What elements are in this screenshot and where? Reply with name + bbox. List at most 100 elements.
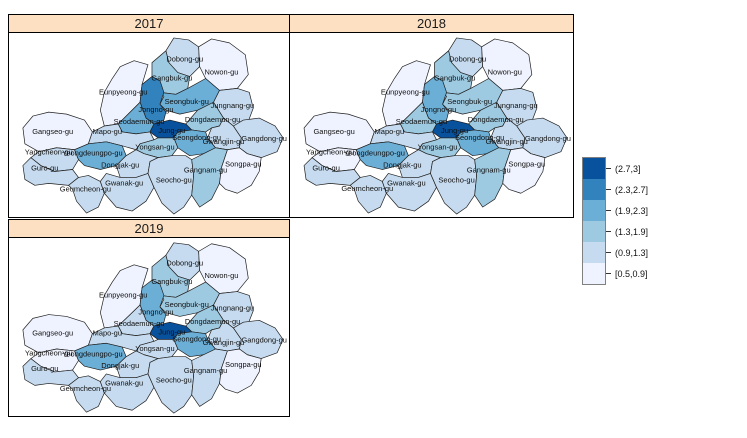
district-guro-gu	[22, 157, 79, 186]
district-songpa-gu	[219, 147, 262, 194]
legend-label: (2.3,2.7]	[615, 184, 649, 195]
district-label-gangbuk-gu: Gangbuk-gu	[434, 74, 475, 83]
district-label-eunpyeong-gu: Eunpyeong-gu	[99, 290, 147, 299]
district-label-jongno-gu: Jongno-gu	[138, 308, 173, 317]
district-geumcheon-gu	[349, 175, 387, 214]
district-label-dobong-gu: Dobong-gu	[449, 55, 486, 64]
legend-tick	[606, 252, 611, 253]
district-label-seongdong-gu: Seongdong-gu	[172, 133, 221, 142]
legend-swatch	[583, 221, 605, 242]
district-label-yangcheon-gu: Yangcheon-gu	[306, 148, 354, 157]
map-panel-2017: Dobong-gu Nowon-gu Gangbuk-gu Eunpyeong-gu S…	[8, 33, 290, 218]
district-label-jung-gu: Jung-gu	[158, 126, 185, 135]
district-label-gwangjin-gu: Gwangjin-gu	[203, 338, 245, 347]
district-label-dongjak-gu: Dongjak-gu	[101, 361, 139, 370]
district-nowon-gu	[198, 243, 249, 294]
district-label-mapo-gu: Mapo-gu	[375, 127, 405, 136]
district-label-yongsan-gu: Yongsan-gu	[418, 143, 458, 152]
district-label-dobong-gu: Dobong-gu	[166, 259, 203, 268]
district-label-songpa-gu: Songpa-gu	[225, 360, 261, 369]
district-label-eunpyeong-gu: Eunpyeong-gu	[99, 87, 147, 96]
district-label-gangseo-gu: Gangseo-gu	[313, 127, 354, 136]
facet-2018: 2018 Dobong-gu Nowon-gu Gangbuk-gu Eunpyeon…	[289, 14, 574, 218]
district-label-gangbuk-gu: Gangbuk-gu	[151, 73, 192, 82]
district-label-jongno-gu: Jongno-gu	[138, 105, 173, 114]
facet-title: 2019	[134, 221, 164, 236]
district-label-seodaemun-gu: Seodaemun-gu	[114, 117, 165, 126]
map-panel-2019: Dobong-gu Nowon-gu Gangbuk-gu Eunpyeong-gu S…	[8, 238, 290, 417]
district-label-dongdaemun-gu: Dongdaemun-gu	[185, 317, 240, 326]
district-label-gangnam-gu: Gangnam-gu	[467, 166, 511, 175]
district-label-gangnam-gu: Gangnam-gu	[184, 165, 227, 174]
district-label-dongdaemun-gu: Dongdaemun-gu	[468, 115, 524, 124]
district-label-yeongdeungpo-gu: Yeongdeungpo-gu	[344, 149, 405, 158]
district-label-jungnang-gu: Jungnang-gu	[211, 304, 254, 313]
legend: (2.7,3] (2.3,2.7] (1.9,2.3] (1.3,1.9] (0.9,1…	[582, 157, 742, 297]
district-label-guro-gu: Guro-gu	[31, 164, 58, 173]
district-label-geumcheon-gu: Geumcheon-gu	[60, 184, 111, 193]
legend-label: (1.9,2.3]	[615, 205, 649, 216]
district-label-nowon-gu: Nowon-gu	[205, 271, 239, 280]
facet-2019: 2019 Dobong-gu Nowon-gu Gangbuk-gu Eunpyeon…	[8, 219, 290, 417]
district-label-dongdaemun-gu: Dongdaemun-gu	[185, 115, 240, 124]
district-label-seongdong-gu: Seongdong-gu	[455, 133, 504, 142]
facet-2017: 2017 Dobong-gu Nowon-gu Gangbuk-gu Eunpyeon…	[8, 14, 290, 218]
district-label-geumcheon-gu: Geumcheon-gu	[341, 184, 393, 193]
district-label-yeongdeungpo-gu: Yeongdeungpo-gu	[62, 350, 122, 359]
district-label-gangdong-gu: Gangdong-gu	[241, 335, 286, 344]
legend-swatch	[583, 242, 605, 263]
district-label-gwangjin-gu: Gwangjin-gu	[486, 137, 528, 146]
district-nowon-gu	[481, 38, 533, 91]
legend-label: (1.3,1.9]	[615, 226, 649, 237]
district-gwanak-gu	[100, 373, 155, 411]
district-songpa-gu	[219, 348, 262, 394]
district-label-gwangjin-gu: Gwangjin-gu	[203, 137, 245, 146]
district-label-eunpyeong-gu: Eunpyeong-gu	[381, 87, 430, 96]
district-nowon-gu	[198, 38, 249, 91]
district-label-gangbuk-gu: Gangbuk-gu	[151, 277, 192, 286]
legend-tick	[606, 231, 611, 232]
district-label-guro-gu: Guro-gu	[31, 364, 58, 373]
district-geumcheon-gu	[68, 375, 105, 413]
district-label-seodaemun-gu: Seodaemun-gu	[114, 319, 165, 328]
district-label-seongbuk-gu: Seongbuk-gu	[165, 300, 209, 309]
district-label-jungnang-gu: Jungnang-gu	[211, 101, 254, 110]
district-label-guro-gu: Guro-gu	[312, 164, 340, 173]
district-label-seodaemun-gu: Seodaemun-gu	[396, 117, 447, 126]
legend-label: [0.5,0.9]	[615, 268, 648, 279]
facet-strip-2017: 2017	[8, 14, 290, 33]
district-label-seongdong-gu: Seongdong-gu	[172, 334, 221, 343]
facet-strip-2019: 2019	[8, 219, 290, 238]
district-label-songpa-gu: Songpa-gu	[225, 160, 261, 169]
district-label-gangnam-gu: Gangnam-gu	[184, 366, 227, 375]
legend-swatch	[583, 200, 605, 221]
district-label-mapo-gu: Mapo-gu	[93, 127, 122, 136]
district-label-seongbuk-gu: Seongbuk-gu	[447, 97, 492, 106]
district-label-seongbuk-gu: Seongbuk-gu	[165, 97, 209, 106]
legend-color-bar	[582, 157, 606, 285]
district-label-dongjak-gu: Dongjak-gu	[101, 161, 139, 170]
facet-title: 2017	[134, 16, 164, 31]
district-label-dongjak-gu: Dongjak-gu	[383, 161, 421, 170]
district-label-gwanak-gu: Gwanak-gu	[105, 178, 143, 187]
district-label-gangseo-gu: Gangseo-gu	[32, 329, 73, 338]
district-songpa-gu	[502, 147, 546, 194]
legend-tick	[606, 168, 611, 169]
district-label-yangcheon-gu: Yangcheon-gu	[25, 349, 73, 358]
district-gwanak-gu	[381, 173, 437, 212]
district-label-seocho-gu: Seocho-gu	[156, 376, 192, 385]
district-guro-gu	[303, 157, 361, 186]
district-label-yongsan-gu: Yongsan-gu	[135, 344, 174, 353]
district-label-yangcheon-gu: Yangcheon-gu	[25, 148, 73, 157]
district-label-mapo-gu: Mapo-gu	[93, 329, 122, 338]
district-label-gangdong-gu: Gangdong-gu	[241, 134, 286, 143]
district-gwanak-gu	[100, 173, 155, 212]
district-label-dobong-gu: Dobong-gu	[166, 55, 203, 64]
district-label-nowon-gu: Nowon-gu	[488, 68, 522, 77]
district-label-songpa-gu: Songpa-gu	[508, 160, 545, 169]
district-label-gwanak-gu: Gwanak-gu	[387, 178, 425, 187]
